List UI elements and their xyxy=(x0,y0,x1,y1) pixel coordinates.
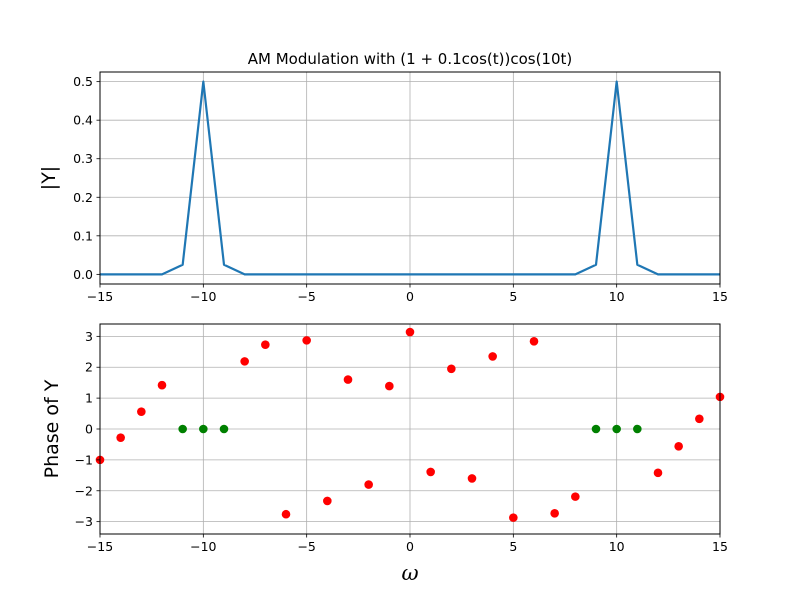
phase-point-green xyxy=(591,424,601,434)
phase-point-red xyxy=(674,441,683,451)
phase-grid xyxy=(99,324,721,534)
phase-point-green xyxy=(612,424,621,434)
phase-x-tick-label: 10 xyxy=(609,539,625,554)
magnitude-x-tick-label: −15 xyxy=(87,289,113,304)
x-axis-label: ω xyxy=(401,561,418,585)
phase-data xyxy=(95,327,725,522)
magnitude-y-tick-label: 0.3 xyxy=(73,151,93,166)
phase-x-tick-label: 0 xyxy=(406,539,414,554)
phase-x-tick-label: 5 xyxy=(509,539,517,554)
phase-y-axis-label: Phase of Y xyxy=(41,379,63,478)
magnitude-y-tick-label: 0.4 xyxy=(73,113,93,128)
magnitude-x-tick-label: 5 xyxy=(509,289,517,304)
phase-point-red xyxy=(385,381,394,391)
phase-point-red xyxy=(364,480,373,489)
phase-point-red xyxy=(343,375,353,384)
phase-y-tick-label: 1 xyxy=(85,391,93,406)
phase-point-red xyxy=(509,513,518,522)
phase-point-green xyxy=(199,424,208,434)
phase-y-tick-label: −1 xyxy=(75,452,93,467)
phase-point-red xyxy=(653,468,663,478)
phase-point-red xyxy=(261,340,270,349)
phase-point-red xyxy=(695,414,704,424)
phase-x-tick-label: −10 xyxy=(190,539,216,554)
magnitude-x-tick-label: 10 xyxy=(609,289,625,304)
magnitude-y-tick-label: 0.2 xyxy=(73,190,93,205)
phase-point-red xyxy=(281,509,291,519)
phase-point-red xyxy=(426,467,435,477)
phase-point-red xyxy=(529,336,539,346)
phase-y-tick-label: 0 xyxy=(85,422,93,437)
phase-point-red xyxy=(302,336,311,345)
phase-point-red xyxy=(116,433,125,442)
magnitude-plot: −15 −10 −5 0 5 10 15 0.0 0.1 0.2 0.3 0.4 0.5 AM Modu… xyxy=(38,50,728,304)
phase-point-red xyxy=(323,496,332,506)
magnitude-y-tick-label: 0.5 xyxy=(73,74,93,89)
magnitude-y-tick-label: 0.0 xyxy=(73,267,93,282)
phase-point-green xyxy=(219,424,229,434)
magnitude-line xyxy=(100,80,720,276)
phase-y-tick-label: −3 xyxy=(75,514,93,529)
magnitude-y-tick-label: 0.1 xyxy=(73,228,93,243)
phase-point-red xyxy=(550,509,559,518)
phase-point-green xyxy=(178,424,187,434)
phase-point-red xyxy=(571,492,580,501)
chart-title: AM Modulation with (1 + 0.1cos(t))cos(10… xyxy=(248,50,573,68)
phase-y-tick-label: 2 xyxy=(85,360,93,375)
phase-y-tick-label: 3 xyxy=(85,329,93,344)
magnitude-x-tick-label: 0 xyxy=(406,289,414,304)
phase-point-red xyxy=(405,327,415,337)
phase-point-red xyxy=(467,474,477,483)
magnitude-y-axis-label: |Y| xyxy=(38,166,60,190)
magnitude-ticks: −15 −10 −5 0 5 10 15 0.0 0.1 0.2 0.3 0.4 0.5 xyxy=(73,74,728,304)
phase-x-tick-label: 15 xyxy=(712,539,728,554)
phase-point-red xyxy=(137,407,146,417)
phase-point-red xyxy=(488,352,497,361)
magnitude-data xyxy=(100,80,720,276)
phase-x-tick-label: −15 xyxy=(87,539,113,554)
magnitude-x-tick-label: −10 xyxy=(190,289,216,304)
magnitude-x-tick-label: −5 xyxy=(297,289,315,304)
magnitude-x-tick-label: 15 xyxy=(712,289,728,304)
phase-point-red xyxy=(157,380,167,390)
phase-point-green xyxy=(633,424,642,434)
phase-x-tick-label: −5 xyxy=(297,539,315,554)
phase-y-tick-label: −2 xyxy=(75,483,93,498)
phase-point-red xyxy=(240,357,249,366)
phase-point-red xyxy=(447,364,456,374)
